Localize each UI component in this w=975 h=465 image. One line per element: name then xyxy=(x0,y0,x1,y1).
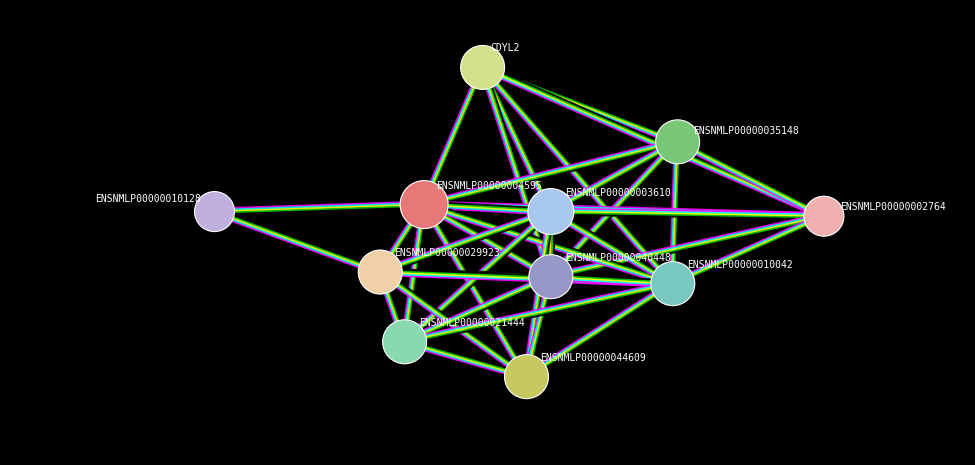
Text: ENSNMLP00000002764: ENSNMLP00000002764 xyxy=(839,202,946,212)
Circle shape xyxy=(528,255,573,299)
Circle shape xyxy=(803,196,844,236)
Text: ENSNMLP00000029923: ENSNMLP00000029923 xyxy=(394,248,500,258)
Circle shape xyxy=(655,120,700,164)
Text: CDYL2: CDYL2 xyxy=(490,43,520,53)
Circle shape xyxy=(382,320,427,364)
Circle shape xyxy=(358,250,403,294)
Circle shape xyxy=(194,192,235,232)
Text: ENSNMLP00000040448: ENSNMLP00000040448 xyxy=(565,252,671,263)
Circle shape xyxy=(400,180,449,229)
Text: ENSNMLP00000004595: ENSNMLP00000004595 xyxy=(436,180,542,191)
Text: ENSNMLP00000035148: ENSNMLP00000035148 xyxy=(693,126,800,136)
Circle shape xyxy=(527,189,574,234)
Text: ENSNMLP00000021444: ENSNMLP00000021444 xyxy=(418,318,525,328)
Text: ENSNMLP00000044609: ENSNMLP00000044609 xyxy=(540,352,646,363)
Circle shape xyxy=(504,355,549,399)
Circle shape xyxy=(460,46,505,89)
Text: ENSNMLP00000010128: ENSNMLP00000010128 xyxy=(95,193,201,204)
Text: ENSNMLP00000010042: ENSNMLP00000010042 xyxy=(686,259,793,270)
Circle shape xyxy=(650,262,695,306)
Text: ENSNMLP00000003610: ENSNMLP00000003610 xyxy=(565,187,671,198)
